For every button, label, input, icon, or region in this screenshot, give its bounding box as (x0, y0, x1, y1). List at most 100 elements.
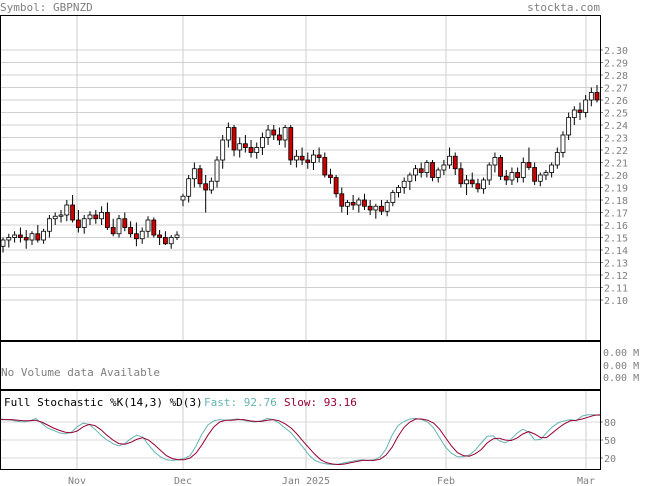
candle-body (509, 172, 515, 181)
candle-body (237, 143, 243, 151)
volume-tick: 0.00 M (603, 361, 639, 372)
panel-frame (0, 390, 601, 470)
candle-body (588, 92, 594, 101)
candle-body (12, 234, 18, 238)
candle-body (76, 219, 81, 228)
candle-body (384, 202, 390, 212)
price-candles (0, 85, 600, 253)
candle-body (162, 237, 168, 245)
candle-body (447, 155, 452, 166)
candle-body (41, 230, 46, 241)
candle-body (139, 230, 145, 240)
candle-body (526, 162, 532, 168)
candle-body (475, 183, 481, 190)
price-tick-label: 2.13 (604, 259, 628, 270)
candle-body (248, 147, 254, 153)
candle-body (537, 174, 543, 182)
candle-body (577, 109, 583, 113)
candle-body (339, 193, 345, 207)
grid-lines (0, 15, 600, 469)
candle-body (265, 129, 271, 138)
candle-body (418, 168, 424, 173)
candle-body (203, 183, 209, 191)
candle-body (29, 233, 35, 241)
candle-body (583, 99, 589, 113)
site-label[interactable]: stockta.com (527, 1, 600, 14)
candle-body (231, 127, 237, 151)
candle-body (498, 157, 503, 177)
candle-body (520, 162, 526, 178)
candle-body (469, 179, 475, 185)
price-tick-label: 2.29 (604, 59, 628, 70)
candle-body (481, 179, 486, 190)
candle-body (116, 218, 122, 235)
candle-body (503, 175, 509, 181)
candle-body (242, 143, 248, 148)
candle-body (17, 234, 23, 238)
panel-frame (0, 341, 601, 390)
candle-body (52, 215, 58, 220)
candle-body (81, 218, 87, 228)
price-tick-label: 2.25 (604, 109, 628, 120)
stochastic-tick-label: 80 (604, 418, 616, 429)
candle-body (492, 157, 498, 166)
date-axis-labels: Nov Dec Jan 2025 Feb Mar (68, 476, 595, 486)
candle-body (401, 180, 407, 188)
price-tick-label: 2.30 (604, 46, 628, 57)
price-tick-label: 2.27 (604, 84, 628, 95)
date-tick-label: Jan 2025 (282, 476, 330, 486)
candle-body (151, 219, 157, 236)
candle-body (543, 172, 549, 176)
volume-tick: 0.00 M (603, 348, 639, 359)
candle-body (413, 168, 418, 176)
price-tick-label: 2.18 (604, 196, 628, 207)
candle-body (424, 162, 430, 173)
candle-body (362, 199, 367, 207)
stochastic-lines (0, 414, 601, 466)
candle-body (282, 127, 288, 141)
price-tick-label: 2.21 (604, 159, 628, 170)
candle-body (254, 147, 260, 153)
candle-body (452, 155, 458, 170)
candle-body (566, 117, 572, 136)
candle-body (407, 174, 413, 182)
candle-body (259, 137, 265, 148)
candle-body (367, 205, 373, 211)
stochastic-title: Full Stochastic %K(14,3) %D(3) (4, 396, 203, 409)
candle-body (333, 177, 339, 195)
candle-body (197, 168, 203, 185)
symbol-label: Symbol: GBPNZD (0, 1, 93, 14)
stochastic-axis-ticks: 80 50 20 (600, 418, 616, 465)
candle-body (486, 164, 492, 181)
candle-body (549, 164, 555, 173)
candle-body (122, 218, 128, 228)
candle-body (594, 92, 600, 101)
candle-body (180, 195, 186, 201)
candle-body (105, 212, 110, 228)
candle-body (356, 199, 362, 206)
fast-line (0, 414, 601, 466)
candle-body (350, 202, 356, 206)
price-tick-label: 2.19 (604, 184, 628, 195)
candle-body (345, 202, 350, 207)
volume-tick: 0.00 M (603, 373, 639, 384)
candle-body (208, 180, 214, 191)
price-tick-label: 2.11 (604, 284, 628, 295)
candle-body (379, 205, 384, 212)
candle-body (316, 154, 322, 158)
candle-body (225, 127, 231, 141)
candle-body (191, 168, 197, 180)
slow-value-label: Slow: 93.16 (284, 396, 357, 409)
candle-body (157, 234, 163, 238)
date-tick-label: Feb (437, 476, 455, 486)
candle-body (58, 214, 64, 217)
candle-body (305, 159, 311, 163)
candle-body (214, 159, 220, 182)
panel-frame (0, 15, 601, 341)
candle-body (299, 155, 305, 161)
date-tick-label: Nov (68, 476, 86, 486)
candle-body (532, 167, 538, 182)
price-tick-label: 2.15 (604, 234, 628, 245)
candle-body (87, 214, 93, 220)
